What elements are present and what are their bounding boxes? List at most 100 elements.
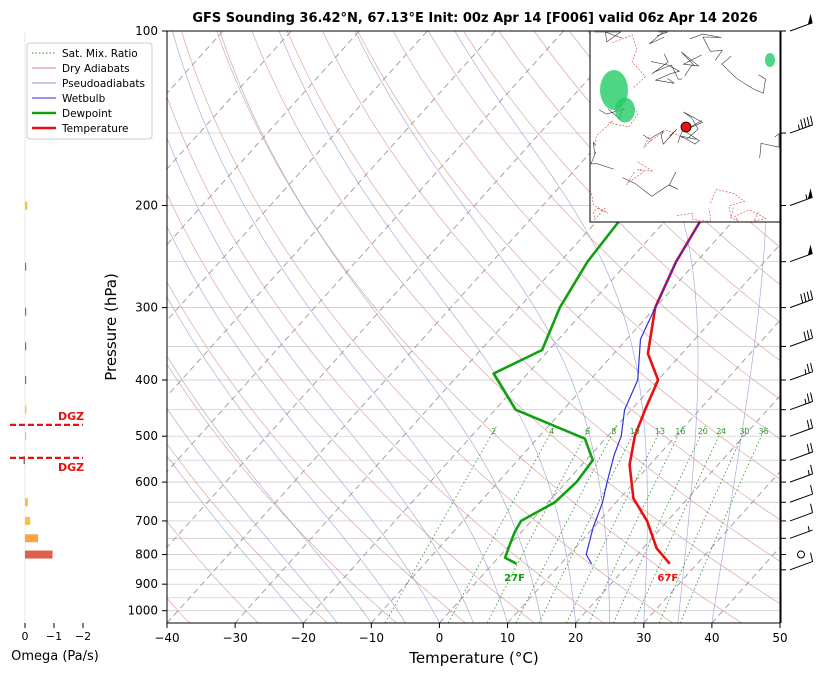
wind-barb — [789, 552, 814, 571]
dry-adiabat — [180, 31, 673, 623]
inset-contour — [759, 133, 780, 159]
dry-adiabat — [167, 520, 259, 623]
isotherm — [507, 319, 780, 623]
inset-contour — [622, 171, 679, 197]
x-axis-label: Temperature (°C) — [408, 649, 538, 667]
wind-barb-flag — [806, 363, 810, 374]
pseudoadiabat — [167, 225, 440, 623]
inset-contour — [677, 208, 712, 222]
wind-barb-flag — [810, 362, 814, 372]
omega-tick-label: 0 — [22, 630, 29, 643]
wind-barb-pennant — [807, 13, 813, 25]
dry-adiabat — [167, 443, 328, 623]
inset-contour — [626, 160, 654, 185]
dry-adiabat — [392, 31, 780, 440]
isotherm — [167, 31, 564, 473]
inset-contour — [643, 130, 684, 149]
isotherm — [167, 31, 496, 397]
mixing-ratio-label: 13 — [655, 427, 665, 436]
omega-bar — [23, 456, 25, 465]
wetbulb-line — [585, 205, 711, 565]
y-axis-ticks: 100 200 300 400 500 600 700 800 900 1000 — [127, 24, 167, 618]
location-marker — [680, 121, 692, 133]
mixing-ratio-line — [613, 425, 706, 623]
dry-adiabat — [167, 96, 604, 623]
x-tick-label: −30 — [222, 631, 247, 645]
x-tick-label: −10 — [359, 631, 384, 645]
isotherm — [167, 31, 292, 170]
pseudoadiabat — [278, 31, 577, 623]
inset-map-contours — [590, 31, 780, 222]
wind-barb-flag — [806, 393, 810, 403]
omega-bar — [25, 550, 53, 559]
x-tick-label: −20 — [291, 631, 316, 645]
inset-contour — [590, 141, 614, 170]
wind-barb-staff — [789, 337, 813, 347]
omega-ticks: 0 −1 −2 — [22, 623, 91, 643]
wind-barb-staff — [789, 253, 813, 263]
wind-barb-staff — [789, 371, 813, 381]
wind-barb-staff — [789, 124, 813, 134]
inset-contour — [680, 51, 702, 77]
wind-barb-flag — [806, 330, 810, 340]
y-tick-label: 300 — [135, 301, 158, 315]
pseudoadiabat — [219, 31, 542, 623]
inset-precip-area — [765, 53, 775, 67]
inset-contour — [612, 34, 646, 88]
omega-axis-label: Omega (Pa/s) — [11, 649, 99, 664]
mixing-ratio-line — [566, 425, 663, 623]
mixing-ratio-line — [679, 425, 767, 623]
wind-barb-flag — [803, 331, 807, 341]
mixing-ratio-label: 2 — [491, 427, 496, 436]
isotherm — [167, 31, 633, 548]
inset-contour — [650, 61, 681, 84]
mixing-ratio-label: 6 — [585, 427, 590, 436]
legend-label: Dewpoint — [62, 108, 112, 120]
isotherm — [167, 31, 428, 321]
wind-barb-staff — [789, 473, 813, 483]
dry-adiabat — [357, 31, 780, 480]
wind-barb-flag — [806, 444, 810, 454]
pseudoadiabat — [454, 31, 648, 623]
legend: Sat. Mix. Ratio Dry Adiabats Pseudoadiabat… — [26, 42, 153, 140]
inset-contour — [729, 209, 767, 222]
mixing-ratio-label: 8 — [611, 427, 616, 436]
pseudoadiabat — [167, 355, 372, 623]
inset-contour — [709, 188, 746, 219]
dry-adiabat — [498, 31, 780, 323]
y-tick-label: 800 — [135, 548, 158, 562]
wind-barb — [789, 418, 814, 437]
wind-barb-flag — [810, 484, 814, 495]
inset-contour — [594, 31, 623, 43]
omega-bar — [25, 498, 28, 507]
wind-barb — [789, 464, 814, 483]
wind-barb-flag — [810, 115, 814, 125]
y-axis-label: Pressure (hPa) — [102, 273, 120, 381]
wind-barb — [789, 329, 814, 347]
mixing-ratio-label: 20 — [698, 427, 708, 436]
wind-barb-flag — [810, 464, 814, 475]
x-tick-label: 30 — [636, 631, 651, 645]
wind-barb-flag — [806, 420, 810, 430]
dry-adiabat — [533, 31, 780, 285]
wind-barb-staff — [789, 298, 813, 309]
omega-bars — [23, 201, 53, 559]
mixing-ratio-line — [515, 425, 617, 623]
wind-barb-flag — [803, 292, 807, 302]
mixing-ratio-label: 10 — [630, 427, 640, 436]
dry-adiabat — [427, 31, 780, 400]
y-tick-label: 700 — [135, 514, 158, 528]
wind-barb — [789, 442, 814, 461]
wind-barb-flag — [810, 552, 814, 562]
omega-bar — [25, 432, 27, 441]
wind-barb — [789, 115, 814, 134]
mixing-ratio-line — [486, 425, 591, 623]
dry-adiabat — [167, 363, 397, 623]
omega-bar — [25, 405, 27, 414]
inset-contour — [594, 105, 639, 147]
dry-adiabat — [286, 31, 780, 562]
dgz-label: DGZ — [58, 461, 84, 474]
pseudoadiabat — [167, 455, 304, 623]
wind-barb-flag — [810, 503, 814, 513]
